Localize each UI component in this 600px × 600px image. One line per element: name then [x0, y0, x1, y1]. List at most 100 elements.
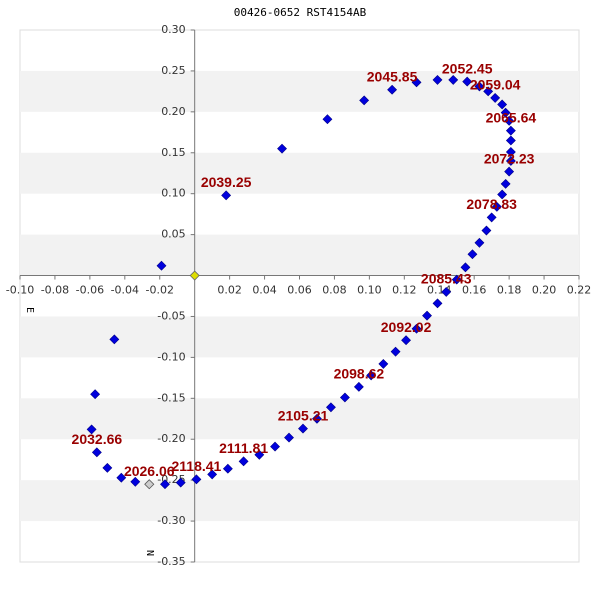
data-point — [411, 77, 422, 88]
annotation: 2105.21 — [278, 407, 329, 423]
y-tick-label: -0.10 — [157, 350, 185, 363]
data-point — [298, 423, 308, 434]
data-point — [353, 381, 364, 392]
y-tick-label: -0.20 — [157, 432, 185, 445]
annotation: 2026.06 — [124, 463, 175, 479]
data-point — [486, 212, 497, 223]
grid-band — [20, 316, 579, 358]
x-tick-label: -0.08 — [41, 284, 69, 297]
data-point — [504, 115, 515, 126]
data-point — [481, 225, 492, 236]
grid-band — [20, 398, 579, 440]
origin-marker — [189, 270, 200, 281]
data-point — [116, 472, 127, 483]
data-point — [460, 262, 471, 273]
x-tick-label: 0.12 — [392, 284, 417, 297]
y-tick-label: 0.30 — [161, 23, 186, 36]
data-point — [462, 76, 473, 87]
annotation: 2085.43 — [421, 271, 472, 287]
annotation: 2078.83 — [466, 196, 517, 212]
data-point — [401, 335, 411, 346]
data-point — [474, 237, 485, 248]
data-point — [130, 476, 141, 487]
annotation: 2092.02 — [381, 319, 432, 335]
x-tick-label: 0.08 — [322, 284, 347, 297]
data-point — [491, 201, 502, 212]
data-point — [474, 81, 485, 92]
data-point — [505, 135, 516, 146]
y-tick-label: -0.05 — [157, 309, 185, 322]
data-point — [441, 286, 452, 297]
data-point — [432, 75, 443, 85]
data-point — [411, 323, 422, 334]
annotation: 2045.85 — [367, 68, 418, 84]
y-tick-label: -0.15 — [157, 391, 185, 404]
data-point — [109, 334, 120, 345]
data-point — [339, 392, 350, 403]
data-point — [322, 114, 333, 125]
data-point — [284, 432, 294, 443]
data-point — [500, 178, 511, 189]
y-tick-label: -0.35 — [157, 555, 185, 568]
data-point — [102, 462, 113, 473]
annotation: 2039.25 — [201, 174, 252, 190]
data-point — [387, 84, 398, 95]
x-tick-label: 0.02 — [217, 284, 242, 297]
x-tick-label: -0.06 — [76, 284, 104, 297]
plot-area — [19, 29, 580, 563]
data-point — [359, 95, 370, 106]
data-point — [175, 477, 186, 488]
annotation: 2052.45 — [442, 60, 493, 76]
data-point — [221, 190, 232, 201]
annotation: 2065.64 — [486, 109, 537, 125]
x-tick-label: 0.18 — [497, 284, 522, 297]
data-point — [160, 479, 170, 490]
annotation: 2059.04 — [470, 77, 521, 93]
data-point — [422, 310, 432, 321]
data-point — [277, 143, 287, 154]
data-point — [497, 189, 508, 200]
x-tick-label: -0.10 — [6, 284, 34, 297]
data-point — [483, 86, 494, 97]
y-tick-label: 0.20 — [161, 105, 186, 118]
data-point — [86, 424, 97, 435]
data-point — [254, 449, 265, 460]
x-tick-label: 0.20 — [532, 284, 557, 297]
y-axis-label: N — [144, 550, 155, 556]
data-point — [366, 370, 377, 381]
grid-band — [20, 480, 579, 522]
data-point — [467, 249, 478, 260]
data-point — [91, 447, 102, 458]
data-point — [312, 413, 322, 424]
y-tick-label: -0.30 — [157, 514, 185, 527]
annotation: 2032.66 — [72, 431, 123, 447]
x-tick-label: 0.06 — [287, 284, 312, 297]
x-tick-label: 0.04 — [252, 284, 277, 297]
annotation: 2111.81 — [219, 440, 268, 456]
annotation: 2072.23 — [484, 150, 535, 166]
x-tick-label: -0.04 — [111, 284, 139, 297]
grid-band — [20, 152, 579, 194]
data-point — [448, 75, 459, 85]
x-tick-label: 0.16 — [462, 284, 487, 297]
y-tick-label: 0.10 — [161, 187, 186, 200]
y-tick-label: 0.25 — [161, 64, 186, 77]
data-point — [505, 125, 516, 136]
data-point — [500, 107, 511, 118]
data-point — [156, 260, 167, 271]
annotation: 2098.62 — [334, 366, 385, 382]
data-point — [90, 389, 101, 400]
data-point — [191, 474, 202, 485]
y-tick-label: 0.05 — [161, 228, 186, 241]
x-tick-label: -0.02 — [146, 284, 174, 297]
data-point — [238, 456, 249, 467]
y-tick-label: 0.15 — [161, 146, 186, 159]
data-point — [270, 441, 280, 452]
x-axis-label: E — [24, 307, 35, 313]
x-tick-label: 0.22 — [567, 284, 592, 297]
data-point — [222, 463, 233, 474]
grid-band — [20, 234, 579, 276]
data-point — [504, 166, 515, 177]
annotation: 2118.41 — [172, 458, 222, 474]
